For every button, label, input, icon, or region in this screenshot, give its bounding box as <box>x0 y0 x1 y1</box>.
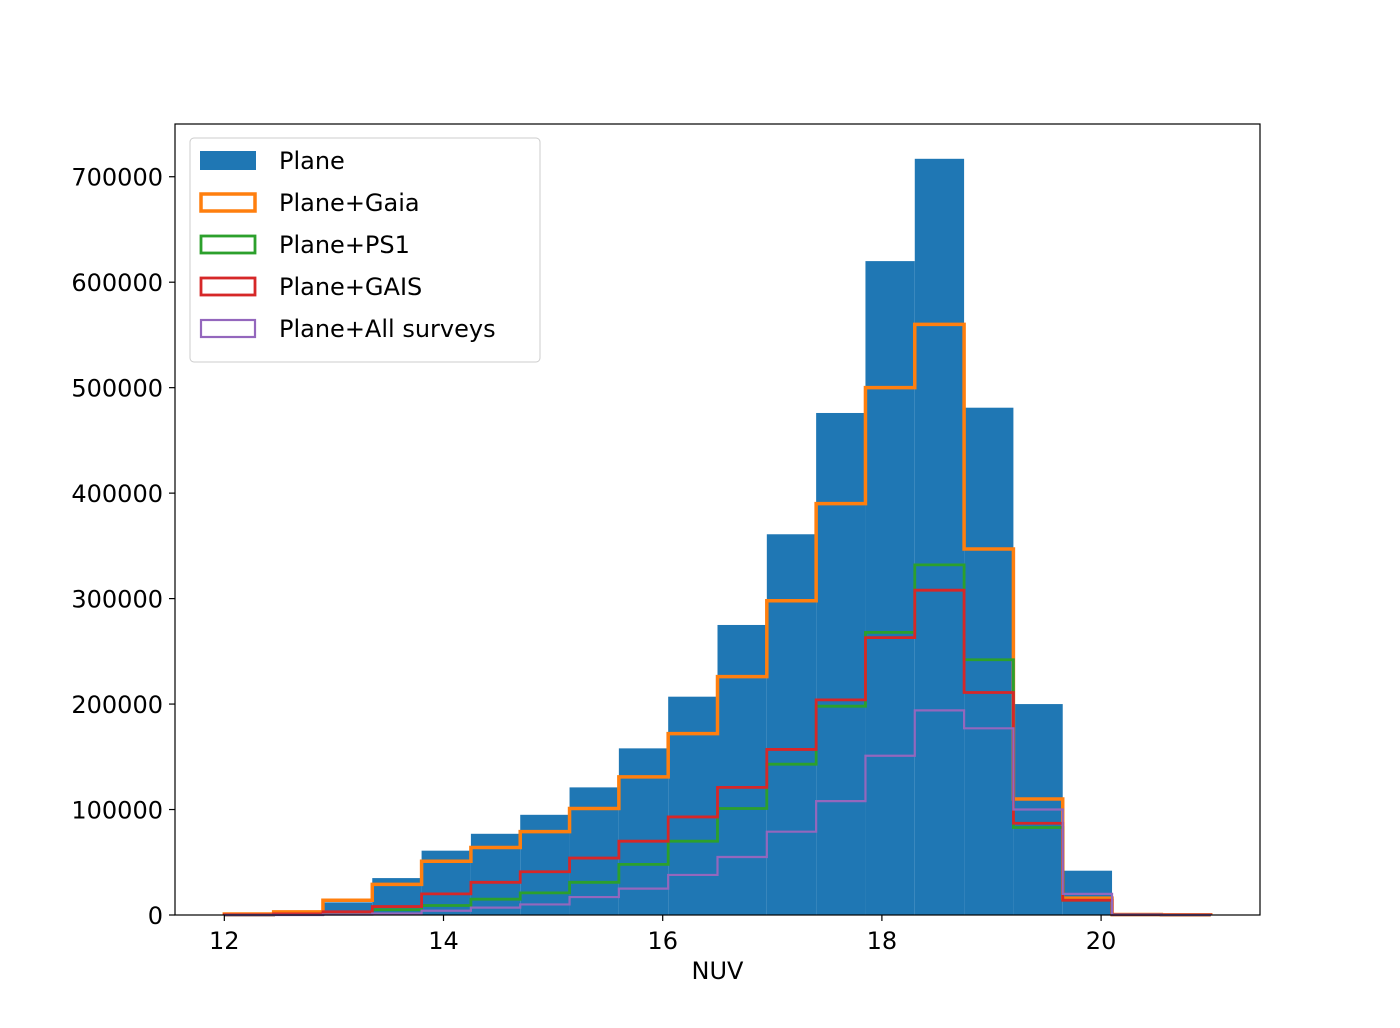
y-tick-label-400000: 400000 <box>71 480 163 508</box>
x-axis-ticks: 12 14 16 18 20 <box>209 915 1116 955</box>
bar-plane-11 <box>766 534 817 915</box>
legend-swatch-plane-all-surveys <box>199 318 257 339</box>
legend-label-plane-gais: Plane+GAIS <box>279 273 422 301</box>
legend: Plane Plane+Gaia Plane+PS1 Plane+GAIS Plane+… <box>189 137 541 363</box>
bar-plane-9 <box>668 696 718 915</box>
legend-swatch-plane-ps1 <box>199 234 257 255</box>
bar-plane-15 <box>964 407 1014 915</box>
legend-swatch-plane-gaia <box>199 192 257 213</box>
step-series <box>222 322 1213 917</box>
legend-box <box>189 137 541 363</box>
y-tick-label-0: 0 <box>148 902 163 930</box>
step-line-plane-all-surveys <box>224 709 1212 917</box>
bar-plane-14 <box>914 158 965 915</box>
x-axis-label: NUV <box>692 957 745 985</box>
bar-plane-12 <box>816 412 866 915</box>
bar-plane-6 <box>520 814 570 915</box>
x-tick-label-16: 16 <box>647 927 678 955</box>
bar-plane-10 <box>717 624 767 915</box>
legend-label-plane-gaia: Plane+Gaia <box>279 189 420 217</box>
y-tick-label-100000: 100000 <box>71 797 163 825</box>
legend-swatch-plane <box>200 151 256 170</box>
bar-plane-8 <box>618 748 669 915</box>
legend-swatch-plane-gais <box>199 276 257 297</box>
legend-label-plane: Plane <box>279 147 345 175</box>
x-tick-label-20: 20 <box>1086 927 1117 955</box>
y-tick-label-700000: 700000 <box>71 164 163 192</box>
y-tick-label-200000: 200000 <box>71 691 163 719</box>
legend-label-plane-all-surveys: Plane+All surveys <box>279 315 496 343</box>
x-tick-label-12: 12 <box>209 927 240 955</box>
y-tick-label-600000: 600000 <box>71 269 163 297</box>
x-tick-label-18: 18 <box>867 927 898 955</box>
y-tick-label-500000: 500000 <box>71 375 163 403</box>
plot-frame <box>174 123 1261 916</box>
bar-plane-13 <box>865 261 915 915</box>
legend-label-plane-ps1: Plane+PS1 <box>279 231 410 259</box>
y-axis-ticks: 0 100000 200000 300000 400000 500000 600000 700… <box>71 164 175 930</box>
bar-plane-7 <box>569 787 619 915</box>
y-tick-label-300000: 300000 <box>71 586 163 614</box>
x-tick-label-14: 14 <box>428 927 459 955</box>
